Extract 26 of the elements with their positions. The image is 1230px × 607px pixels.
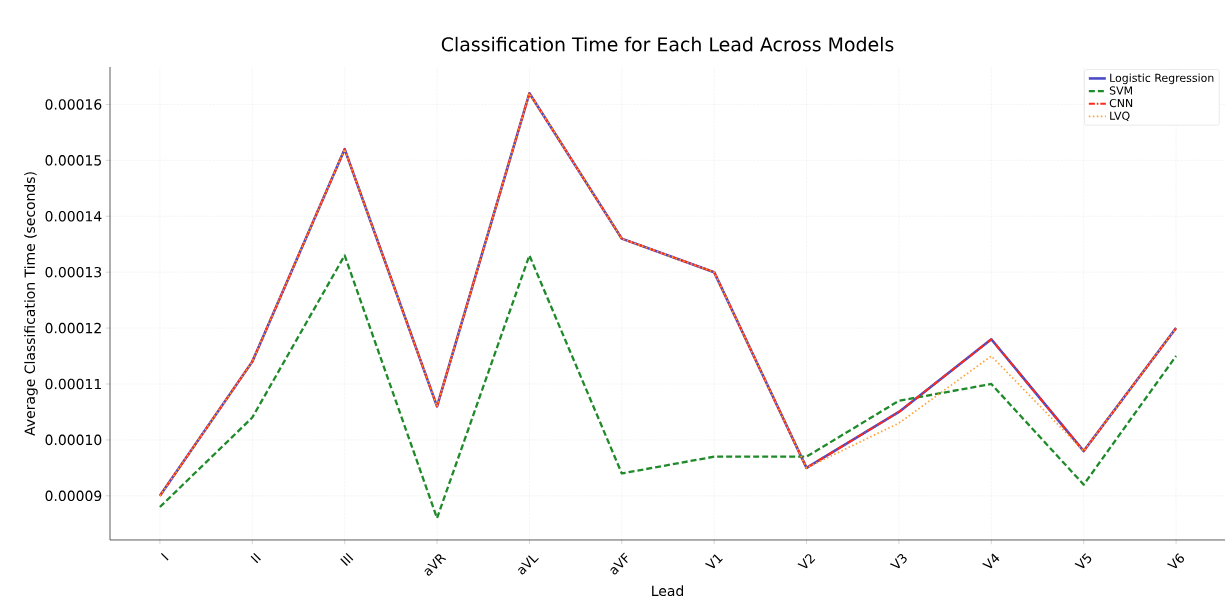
x-tick-label: I [160, 552, 169, 561]
y-tick-label: 0.00009 [45, 490, 102, 502]
y-tick-label: 0.00016 [45, 99, 102, 110]
x-tick-label: V4 [982, 553, 1000, 569]
y-tick-label: 0.00014 [45, 210, 102, 222]
y-tick-label: 0.00012 [45, 322, 101, 334]
x-tick-label: V2 [797, 554, 816, 569]
x-tick-label: V1 [704, 554, 723, 569]
x-axis-title: Lead [652, 585, 684, 597]
legend-label: CNN [1109, 98, 1133, 108]
chart-title: Classification Time for Each Lead Across Models [441, 36, 894, 52]
y-tick-label: 0.00015 [45, 155, 102, 166]
x-tick-label: II [250, 552, 261, 564]
y-tick-label: 0.00013 [45, 266, 102, 278]
y-tick-label: 0.00010 [45, 434, 102, 446]
legend-label: LVQ [1110, 111, 1130, 122]
x-tick-label: V5 [1074, 553, 1092, 569]
x-tick-label: III [340, 552, 354, 566]
x-tick-label: aVL [518, 555, 539, 575]
x-tick-label: aVR [424, 554, 447, 576]
x-tick-label: V3 [889, 553, 907, 569]
legend-label: Logistic Regression [1110, 73, 1214, 85]
y-axis-title: Average Classification Time (seconds) [24, 172, 38, 436]
legend-label: SVM [1109, 86, 1132, 95]
y-tick-label: 0.00011 [45, 378, 101, 390]
x-tick-label: V6 [1166, 553, 1184, 569]
